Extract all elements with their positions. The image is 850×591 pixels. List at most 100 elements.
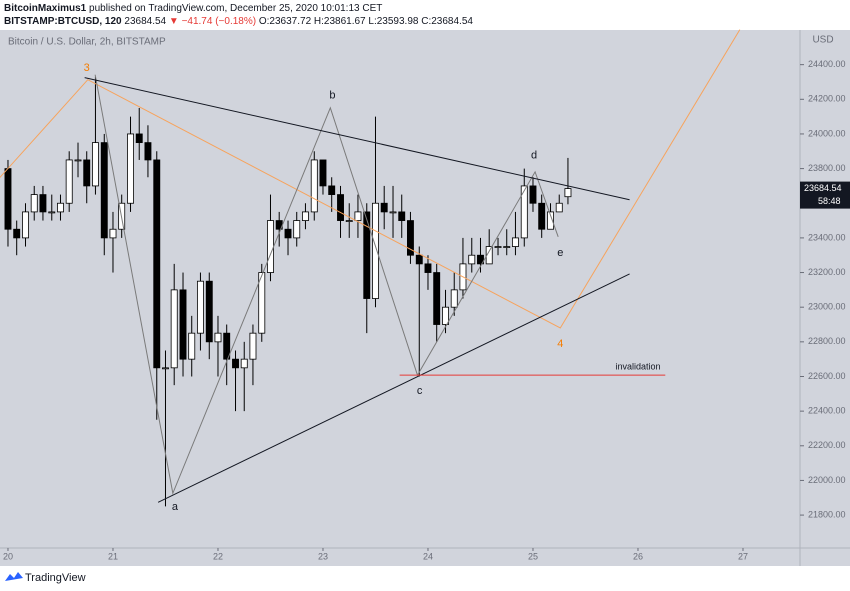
annotation: 3	[84, 62, 90, 74]
candle-body	[477, 254, 484, 265]
x-tick-label: 25	[528, 551, 538, 561]
candle-body	[249, 332, 257, 360]
candle-body	[319, 159, 327, 187]
symbol-line: BITSTAMP:BTCUSD, 120 23684.54 ▼ −41.74 (…	[4, 16, 473, 27]
candle-body	[196, 280, 204, 334]
candle-body	[100, 142, 108, 239]
candle-body	[65, 159, 73, 204]
candle-body	[4, 168, 12, 230]
candle-body	[214, 332, 222, 343]
chart-title: Bitcoin / U.S. Dollar, 2h, BITSTAMP	[8, 37, 166, 48]
candle-body	[267, 220, 274, 273]
o: O:23637.72	[259, 16, 312, 27]
price-axis	[800, 30, 850, 566]
candle-body	[284, 228, 292, 239]
candle-body	[109, 228, 117, 239]
candle-body	[468, 254, 476, 265]
candle-body	[39, 194, 47, 213]
annotation: invalidation	[615, 362, 660, 372]
l: L:23593.98	[368, 16, 418, 27]
annotation: c	[417, 385, 423, 397]
x-tick-label: 23	[318, 551, 328, 561]
candle-body	[450, 289, 458, 308]
candle-body	[57, 202, 64, 213]
candle-body	[188, 332, 196, 360]
y-tick-label: 21800.00	[808, 509, 846, 519]
symbol: BITSTAMP:BTCUSD, 120	[4, 16, 122, 27]
candle-body	[48, 211, 56, 214]
candle-body	[372, 202, 379, 299]
annotation: d	[531, 150, 537, 162]
h: H:23861.67	[314, 16, 366, 27]
x-tick-label: 20	[3, 551, 13, 561]
candle-body	[310, 159, 318, 213]
candle-body	[205, 280, 213, 343]
candle-body	[153, 159, 161, 369]
drawing-line	[157, 273, 630, 503]
candle-body	[337, 194, 344, 221]
candle-body	[179, 289, 187, 360]
y-tick-label: 22600.00	[808, 371, 846, 381]
footer[interactable]: TradingView	[25, 572, 86, 584]
x-tick-label: 26	[633, 551, 643, 561]
drawing-line	[84, 77, 630, 201]
last-price-box	[800, 181, 850, 209]
plot-area	[0, 30, 800, 548]
candle-body	[354, 211, 362, 221]
y-tick-label: 23000.00	[808, 302, 846, 312]
candle-body	[83, 159, 91, 187]
logo	[5, 572, 23, 581]
published: published on TradingView.com, December 2…	[89, 3, 382, 14]
candle-body	[485, 246, 493, 265]
y-tick-label: 24200.00	[808, 94, 846, 104]
candle-body	[424, 263, 432, 273]
candle-body	[433, 272, 441, 325]
candle-body	[555, 202, 563, 213]
header-line: BitcoinMaximus1 published on TradingView…	[4, 3, 382, 14]
annotation: 4	[557, 338, 563, 350]
candle-body	[503, 246, 511, 248]
countdown: 58:48	[818, 196, 841, 206]
candle-body	[345, 220, 353, 222]
candle-body	[538, 202, 546, 230]
candle-body	[258, 272, 266, 334]
candle-body	[520, 185, 528, 239]
last: 23684.54	[124, 16, 166, 27]
candle-body	[144, 142, 152, 161]
candle-body	[389, 211, 397, 214]
candle-body	[380, 202, 388, 213]
candle-body	[398, 211, 406, 221]
y-tick-label: 23200.00	[808, 267, 846, 277]
candle-body	[223, 332, 231, 360]
x-tick-label: 21	[108, 551, 118, 561]
y-tick-label: 22400.00	[808, 406, 846, 416]
candle-body	[162, 367, 169, 370]
candle-body	[363, 211, 371, 299]
candle-body	[127, 133, 134, 204]
time-axis	[0, 548, 800, 566]
y-tick-label: 24400.00	[808, 59, 846, 69]
drawing-line	[94, 74, 559, 496]
x-tick-label: 24	[423, 551, 433, 561]
candle-body	[547, 211, 554, 230]
author: BitcoinMaximus1	[4, 3, 87, 14]
candle-body	[22, 211, 29, 239]
annotation: b	[329, 90, 335, 102]
x-tick-label: 22	[213, 551, 223, 561]
annotation: a	[172, 501, 179, 513]
candle-body	[91, 142, 99, 187]
y-tick-label: 24000.00	[808, 128, 846, 138]
candle-body	[442, 306, 449, 325]
candle-body	[74, 159, 82, 162]
candle-body	[301, 211, 309, 221]
unit-label: USD	[812, 35, 833, 46]
candle-body	[135, 133, 143, 144]
candle-body	[170, 289, 178, 369]
candle-body	[13, 228, 21, 239]
candle-body	[240, 358, 248, 369]
candle-body	[406, 220, 414, 256]
candle-body	[564, 188, 572, 198]
annotation: e	[557, 247, 563, 259]
x-tick-label: 27	[738, 551, 748, 561]
